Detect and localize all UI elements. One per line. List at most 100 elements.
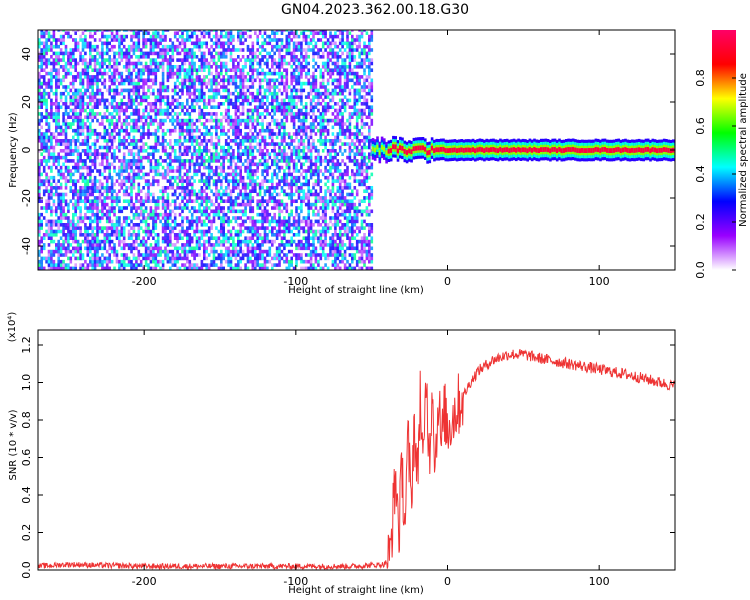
spectrogram-noise-cell [156,149,160,153]
spectrogram-noise-cell [193,199,196,203]
spectrogram-noise-cell [79,212,82,217]
spectrogram-noise-cell [287,48,291,52]
spectrogram-noise-cell [256,71,259,76]
spectrogram-noise-cell [198,179,201,183]
spectrogram-noise-cell [64,246,68,251]
spectrogram-noise-cell [40,139,43,143]
spectrogram-noise-cell [200,159,204,163]
spectrogram-noise-cell [115,105,119,109]
spectrogram-noise-cell [45,30,48,32]
spectrogram-noise-cell [42,142,46,146]
spectrogram-noise-cell [273,118,276,123]
spectrogram-noise-cell [113,243,116,247]
spectrogram-noise-cell [86,209,90,214]
spectrogram-noise-cell [156,196,160,200]
spectrogram-noise-cell [256,253,259,257]
spectrogram-noise-cell [89,172,92,177]
spectrogram-noise-cell [67,51,70,56]
spectrogram-noise-cell [220,122,223,126]
spectrogram-noise-cell [258,139,262,143]
spectrogram-noise-cell [38,102,41,106]
spectrogram-noise-cell [295,41,298,46]
spectrogram-noise-cell [79,71,82,76]
spectrogram-noise-cell [292,152,296,156]
spectrogram-noise-cell [271,139,274,143]
spectrogram-noise-cell [239,249,242,254]
spectrogram-noise-cell [50,132,53,136]
spectrogram-noise-cell [40,219,43,224]
spectrogram-noise-cell [144,229,148,234]
spectrogram-noise-cell [227,135,230,140]
spectrogram-noise-cell [234,108,238,113]
spectrogram-noise-cell [266,88,269,93]
spectrogram-noise-cell [244,209,247,214]
spectrogram-noise-cell [156,98,160,103]
spectrogram-noise-cell [181,78,184,83]
spectrogram-noise-cell [268,223,272,227]
spectrogram-noise-cell [285,202,289,207]
spectrogram-noise-cell [91,55,94,59]
spectrogram-noise-cell [103,189,107,193]
spectrogram-noise-cell [47,249,51,254]
spectrogram-noise-cell [154,159,158,163]
spectrogram-noise-cell [55,55,58,59]
spectrogram-noise-cell [232,155,235,160]
spectrogram-noise-cell [67,139,70,143]
spectrogram-noise-cell [149,216,153,220]
spectrogram-noise-cell [290,78,293,83]
spectrogram-noise-cell [254,30,257,32]
spectrogram-noise-cell [52,186,56,190]
spectrogram-noise-cell [273,226,276,230]
spectrogram-noise-cell [72,206,75,210]
spectrogram-noise-cell [215,105,218,109]
spectrogram-noise-cell [171,51,175,56]
spectrogram-noise-cell [275,165,279,170]
spectrogram-noise-cell [52,44,56,49]
spectrogram-noise-cell [212,202,216,207]
spectrogram-noise-cell [79,233,82,237]
spectrogram-noise-cell [195,78,199,83]
spectrogram-noise-cell [110,102,114,106]
spectrogram-noise-cell [220,263,223,267]
spectrogram-noise-cell [62,102,65,106]
spectrogram-noise-cell [142,65,145,69]
spectrogram-noise-cell [137,223,141,227]
spectrogram-noise-cell [246,88,250,93]
spectrogram-noise-cell [210,226,213,230]
spectrogram-noise-cell [72,236,75,240]
spectrogram-noise-cell [130,226,133,230]
spectrogram-noise-cell [258,112,262,116]
spectrogram-noise-cell [91,81,94,86]
spectrogram-noise-cell [38,38,41,42]
spectrogram-noise-cell [86,169,90,173]
spectrogram-noise-cell [40,159,43,163]
spectrogram-noise-cell [38,51,41,56]
spectrogram-noise-cell [275,199,279,203]
spectrogram-noise-cell [67,149,70,153]
spectrogram-noise-cell [91,152,94,156]
spectrogram-noise-cell [261,95,264,99]
spectrogram-noise-cell [108,226,111,230]
spectrogram-noise-cell [110,226,114,230]
spectrogram-noise-cell [62,55,65,59]
spectrogram-noise-cell [292,233,296,237]
spectrogram-noise-cell [169,58,172,62]
spectrogram-noise-cell [283,192,286,197]
spectrogram-noise-cell [125,48,128,52]
spectrogram-noise-cell [144,233,148,237]
spectrogram-noise-cell [57,30,60,32]
spectrogram-noise-cell [72,189,75,193]
spectrogram-noise-cell [222,81,225,86]
spectrogram-noise-cell [220,259,223,264]
spectrogram-noise-cell [186,108,189,113]
spectrogram-noise-cell [89,206,92,210]
spectrogram-noise-cell [50,44,53,49]
spectrogram-noise-cell [244,38,247,42]
spectrogram-noise-cell [64,135,68,140]
spectrogram-noise-cell [91,44,94,49]
spectrogram-noise-cell [40,115,43,119]
spectrogram-noise-cell [178,253,182,257]
spectrogram-noise-cell [98,179,102,183]
spectrogram-noise-cell [171,115,175,119]
spectrogram-noise-cell [89,95,92,99]
